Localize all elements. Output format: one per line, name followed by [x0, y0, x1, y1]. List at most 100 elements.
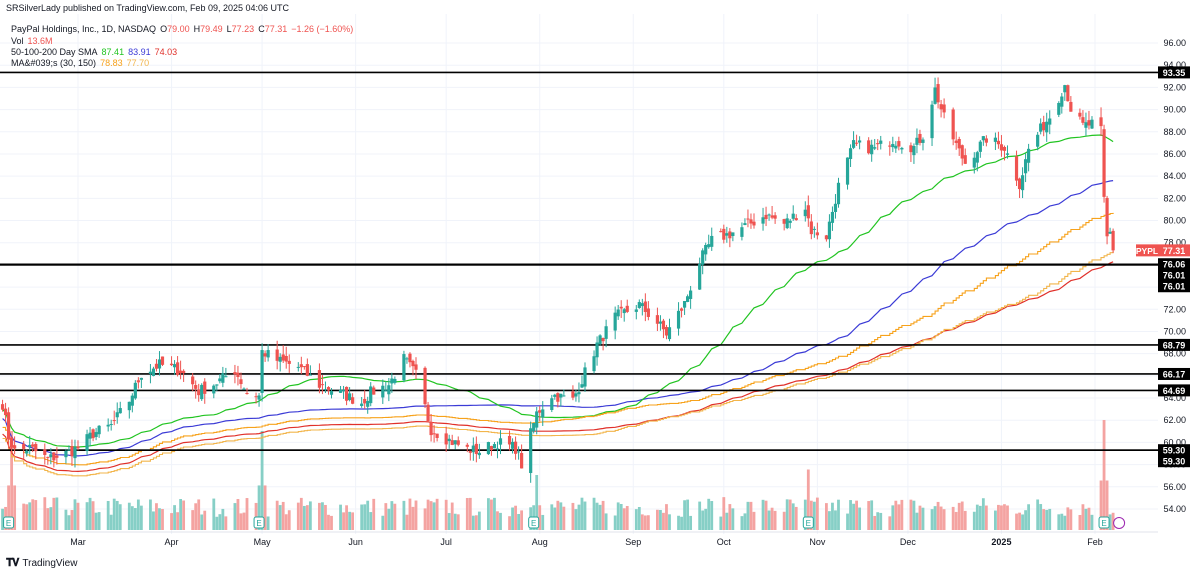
candle-body: [764, 214, 768, 220]
candle: [658, 315, 663, 331]
candle: [338, 385, 343, 394]
volume-bar: [933, 506, 937, 530]
candle: [918, 129, 922, 146]
candle: [930, 100, 934, 147]
candle-body: [239, 379, 243, 385]
footer-brand: TradingView: [22, 558, 78, 569]
candle-body: [900, 147, 904, 150]
volume-bar: [788, 499, 792, 530]
candle: [194, 380, 198, 399]
candle-body: [915, 137, 919, 145]
legend-ma-row: MA&#039;s (30, 150) 78.83 77.70: [11, 58, 153, 69]
candle: [975, 150, 979, 172]
price-tick-label: 56.00: [1163, 482, 1186, 492]
volume-bar: [127, 502, 131, 530]
candle: [88, 427, 92, 447]
volume-bar: [936, 501, 940, 530]
candle: [275, 340, 279, 370]
level-tag-label: 76.01: [1163, 282, 1186, 292]
volume-bar: [1087, 507, 1091, 530]
candle-body: [595, 342, 599, 358]
volume-bar: [951, 506, 955, 530]
volume-bar: [7, 485, 10, 530]
candle-body: [999, 144, 1004, 151]
candle: [49, 448, 53, 465]
candle: [897, 136, 901, 151]
candle-body: [381, 385, 385, 398]
candle: [239, 372, 243, 389]
volume-bar: [13, 485, 17, 530]
candle-body: [179, 370, 183, 374]
volume-bar: [1036, 499, 1040, 530]
volume-bar: [812, 501, 816, 530]
volume-bar: [508, 516, 511, 530]
candle: [402, 350, 406, 383]
legend-high-label: H: [193, 24, 201, 34]
candle-body: [667, 327, 672, 340]
volume-bar: [640, 514, 644, 530]
volume-bar: [28, 502, 32, 530]
candle-body: [492, 444, 497, 449]
candle: [492, 442, 497, 449]
candle-body: [746, 218, 750, 220]
volume-bar: [426, 499, 430, 530]
candle-body: [323, 389, 328, 391]
candle: [91, 428, 95, 442]
level-tag-label: 66.17: [1163, 369, 1186, 379]
volume-bar: [197, 499, 201, 530]
volume-bar: [1003, 504, 1006, 530]
volume-bar: [761, 499, 765, 530]
time-tick-label: Feb: [1087, 537, 1103, 547]
volume-bar: [212, 498, 216, 530]
candle: [870, 139, 874, 162]
candle: [1014, 150, 1019, 186]
legend-close-label: C: [258, 24, 265, 34]
candle: [1087, 110, 1091, 130]
candle-body: [625, 305, 629, 312]
candle-body: [788, 220, 792, 223]
candle: [169, 356, 174, 367]
candle: [963, 148, 967, 165]
candle-body: [194, 385, 198, 389]
candle: [320, 375, 325, 395]
candle: [685, 294, 690, 303]
volume-bar: [218, 514, 222, 530]
candle-body: [49, 454, 53, 458]
candle-body: [848, 148, 853, 160]
candle: [76, 440, 80, 451]
volume-bar: [305, 505, 309, 530]
candle: [444, 426, 448, 452]
candle: [915, 128, 919, 154]
volume-bar: [625, 506, 629, 530]
candle-body: [613, 312, 617, 331]
candle-body: [1099, 117, 1103, 127]
last-price-label: 77.31: [1163, 246, 1186, 256]
candle-body: [532, 422, 536, 432]
volume-bar: [34, 500, 38, 530]
volume-bar: [435, 498, 439, 530]
price-tick-label: 62.00: [1163, 415, 1186, 425]
volume-bar: [369, 512, 373, 530]
volume-bar: [1102, 420, 1106, 530]
candle-body: [963, 155, 967, 164]
candle: [423, 366, 427, 409]
volume-bar: [981, 498, 985, 530]
volume-bar: [64, 509, 68, 530]
volume-bar: [894, 500, 898, 530]
volume-bar: [918, 505, 922, 530]
candle-body: [477, 452, 481, 456]
volume-bar: [852, 503, 855, 530]
candle: [749, 213, 753, 229]
volume-bar: [1090, 514, 1094, 530]
candle-body: [879, 140, 883, 144]
candle-body: [151, 368, 156, 376]
volume-bar: [339, 504, 342, 530]
candle-body: [637, 302, 641, 308]
candle-body: [689, 290, 693, 299]
candle: [604, 319, 608, 348]
volume-bar: [348, 511, 352, 530]
volume-bar: [622, 508, 626, 530]
candle-body: [471, 445, 475, 453]
volume-bar: [76, 502, 80, 530]
level-tag-label: 93.35: [1163, 68, 1186, 78]
